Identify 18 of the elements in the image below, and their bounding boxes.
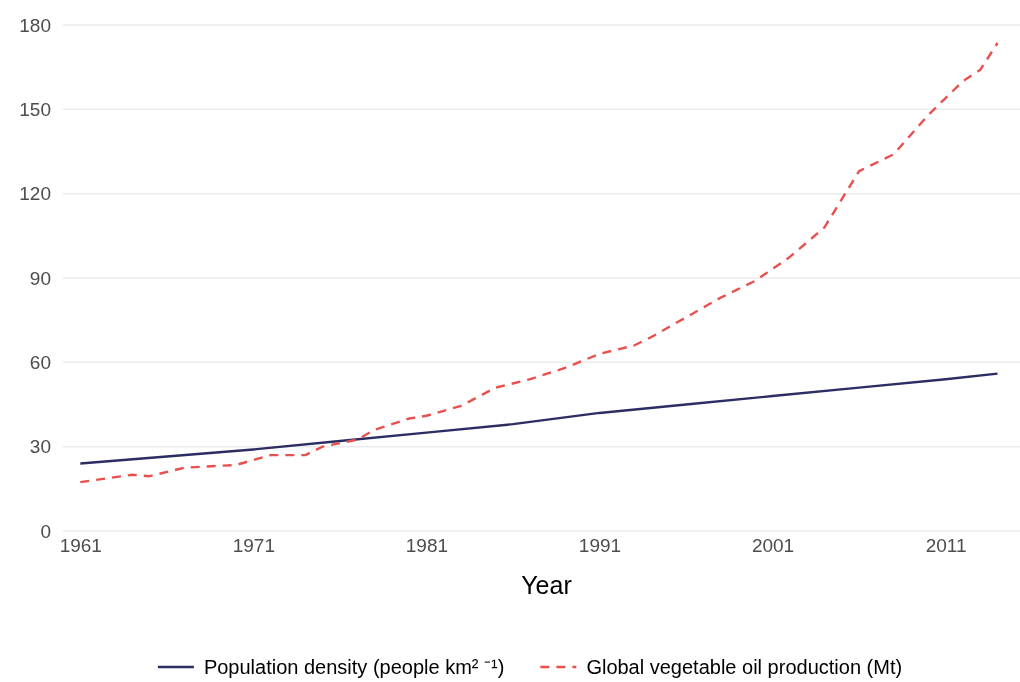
legend-label: Population density (people km² ⁻¹) [203,656,505,678]
y-tick-label: 0 [40,520,51,542]
line-series [79,372,999,465]
y-tick-label: 150 [19,98,51,120]
x-tick-label: 1991 [578,535,622,557]
y-tick-label: 90 [29,267,51,289]
x-tick-label: 2001 [751,535,795,557]
x-axis-title: Year [521,571,572,599]
x-tick-label: 1971 [232,535,275,557]
line-series [79,41,999,484]
legend-label: Global vegetable oil production (Mt) [586,656,903,678]
x-tick-label: 2011 [925,535,967,557]
x-tick-label: 1981 [405,535,449,557]
y-tick-label: 60 [29,351,51,373]
y-tick-label: 30 [29,436,51,458]
x-tick-label: 1961 [59,535,102,557]
y-tick-label: 120 [19,183,51,205]
y-tick-label: 180 [19,14,51,36]
